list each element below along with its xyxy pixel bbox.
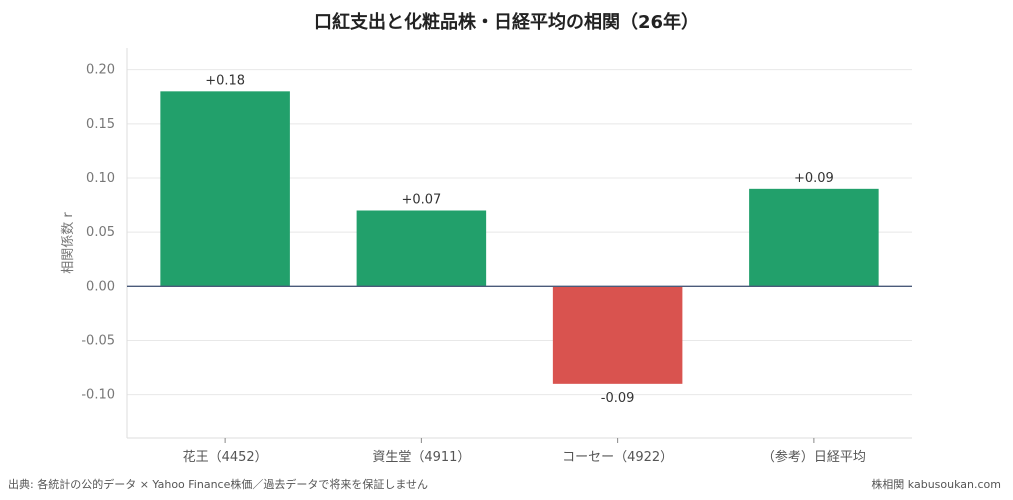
y-tick-label: 0.10 [86,171,115,186]
bar-value-label: +0.07 [401,193,441,208]
x-category-label: コーセー（4922） [562,450,673,465]
chart-title: 口紅支出と化粧品株・日経平均の相関（26年） [313,12,700,33]
bar-value-label: -0.09 [601,391,635,406]
x-category-label: （参考）日経平均 [762,449,866,465]
source-note: 出典: 各統計の公的データ × Yahoo Finance株価／過去データで将来… [8,478,429,491]
bar-1 [356,210,487,287]
y-tick-label: 0.20 [86,63,115,78]
bar-0 [160,91,290,287]
bar-layer [160,91,879,384]
y-tick-label: 0.00 [86,279,115,294]
bar-value-label: +0.18 [205,73,245,88]
y-tick-label: -0.05 [81,334,115,349]
axis-layer [126,48,912,443]
x-category-label: 花王（4452） [183,449,268,465]
site-brand: 株相関 kabusoukan.com [871,478,1001,491]
y-tick-label: 0.05 [86,225,115,240]
label-layer: 0.20 0.15 0.10 0.05 0.00 -0.05 -0.10 相関係数 r +0.1… [61,63,866,465]
bar-3 [749,188,879,287]
y-axis-title: 相関係数 r [61,212,76,274]
y-tick-label: 0.15 [86,117,115,132]
bar-2 [552,286,683,384]
y-tick-label: -0.10 [81,388,115,403]
x-category-label: 資生堂（4911） [372,450,470,465]
bar-value-label: +0.09 [794,171,834,186]
